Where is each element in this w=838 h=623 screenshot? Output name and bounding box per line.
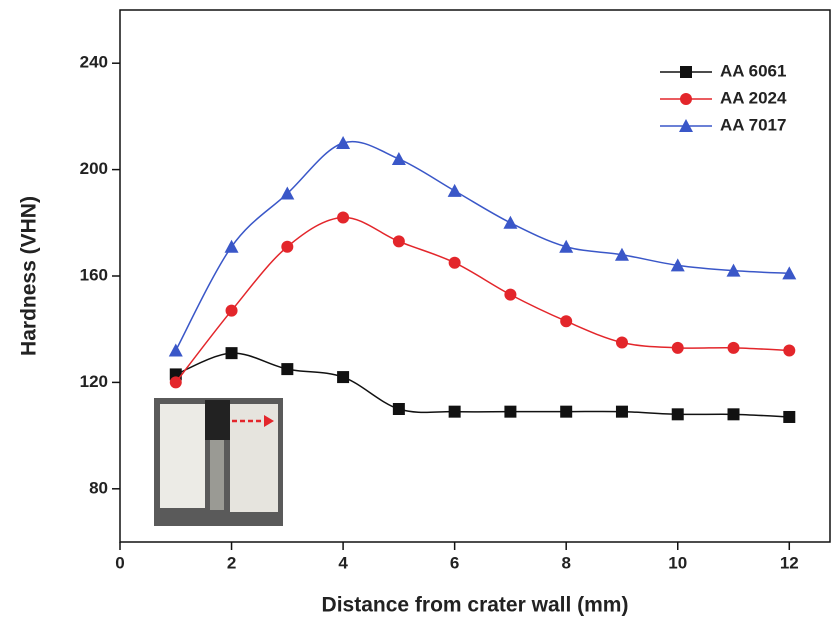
- y-tick-label: 200: [80, 159, 108, 178]
- y-axis-label: Hardness (VHN): [18, 196, 41, 356]
- data-point: [281, 363, 294, 376]
- data-point: [448, 405, 461, 418]
- legend-label: AA 2024: [720, 88, 787, 107]
- data-point: [504, 405, 517, 418]
- legend-marker: [679, 119, 693, 132]
- data-point: [782, 266, 797, 280]
- data-point: [225, 304, 238, 317]
- data-point: [447, 183, 462, 197]
- data-point: [337, 371, 350, 384]
- x-tick-label: 4: [338, 553, 348, 572]
- data-point: [337, 211, 350, 224]
- series-line: [175, 216, 790, 383]
- data-point: [225, 347, 238, 360]
- y-tick-label: 240: [80, 53, 108, 72]
- y-tick-label: 120: [80, 372, 108, 391]
- data-point: [670, 258, 685, 272]
- data-point: [169, 376, 182, 389]
- data-point: [783, 344, 796, 357]
- inset-photo: [154, 398, 283, 526]
- data-point: [614, 247, 629, 261]
- x-tick-label: 2: [227, 553, 236, 572]
- data-point: [615, 336, 628, 349]
- data-point: [448, 256, 461, 269]
- legend-label: AA 7017: [720, 115, 786, 134]
- x-tick-label: 10: [668, 553, 687, 572]
- data-point: [671, 341, 684, 354]
- data-point: [559, 239, 574, 253]
- data-point: [391, 151, 406, 165]
- legend-marker: [680, 66, 692, 78]
- data-point: [504, 288, 517, 301]
- data-point: [224, 239, 239, 253]
- y-tick-label: 160: [80, 265, 108, 284]
- data-point: [503, 215, 518, 229]
- data-point: [783, 410, 796, 423]
- data-point: [560, 315, 573, 328]
- data-point: [336, 136, 351, 149]
- x-tick-label: 12: [780, 553, 799, 572]
- legend-marker: [680, 93, 692, 105]
- data-point: [727, 408, 740, 421]
- data-point: [726, 263, 741, 277]
- data-point: [168, 343, 183, 357]
- data-point: [671, 408, 684, 421]
- data-point: [727, 341, 740, 354]
- x-tick-label: 6: [450, 553, 459, 572]
- data-point: [560, 405, 573, 418]
- data-point: [392, 403, 405, 415]
- data-point: [615, 405, 628, 418]
- data-point: [392, 235, 405, 248]
- series-line: [175, 140, 790, 351]
- y-tick-label: 80: [89, 478, 108, 497]
- data-point: [281, 240, 294, 253]
- x-tick-label: 8: [561, 553, 570, 572]
- data-point: [280, 186, 295, 200]
- x-tick-label: 0: [115, 553, 124, 572]
- legend-label: AA 6061: [720, 61, 786, 80]
- x-axis-label: Distance from crater wall (mm): [322, 594, 629, 617]
